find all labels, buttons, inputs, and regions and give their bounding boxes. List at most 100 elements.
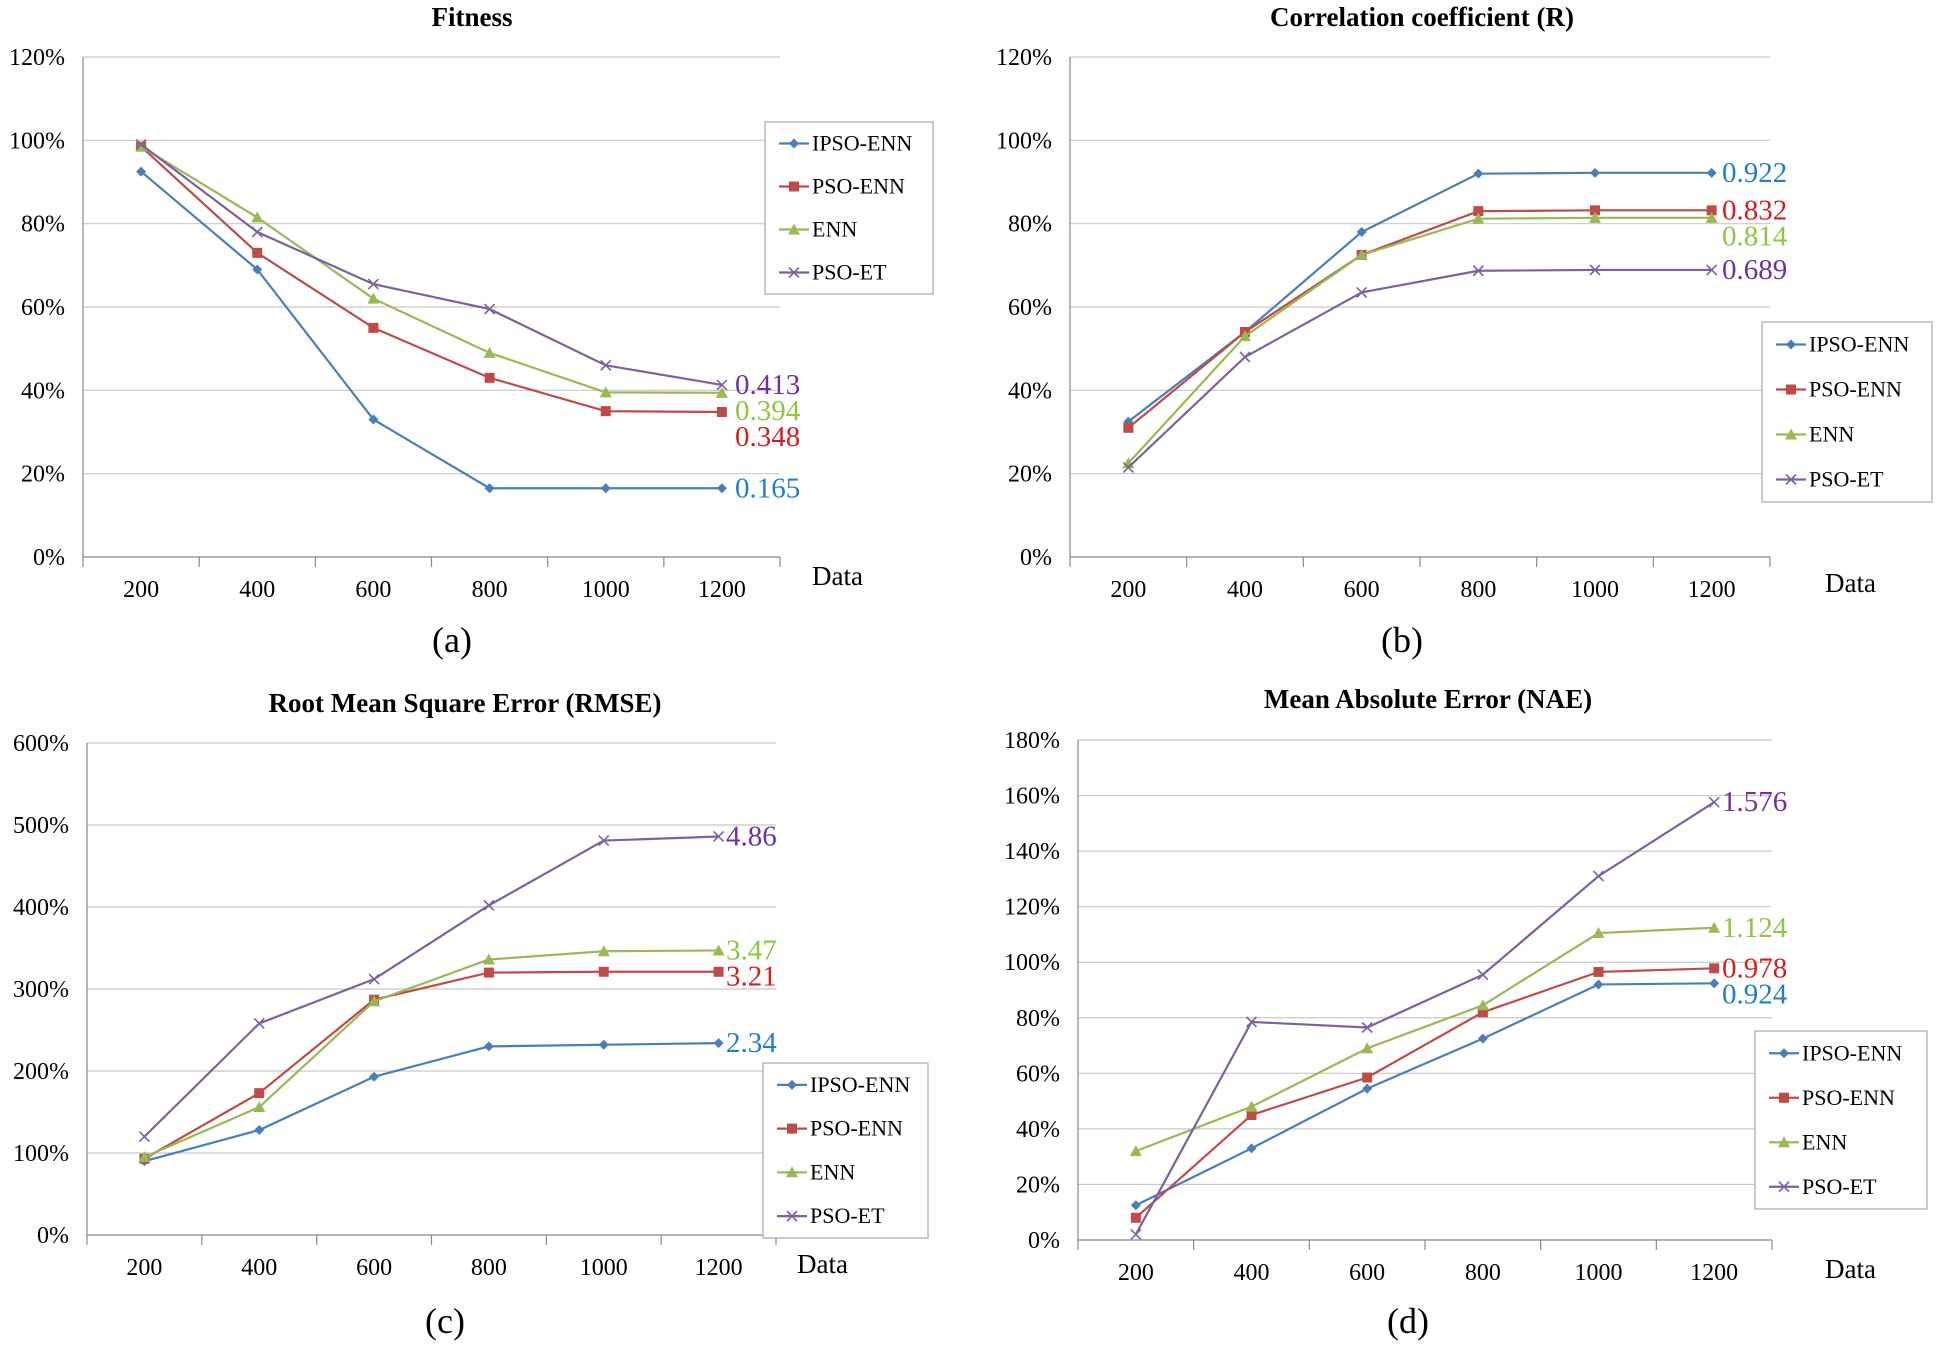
x-tick-label: 1200 xyxy=(698,577,746,603)
legend-box xyxy=(762,1062,929,1239)
x-tick-label: 400 xyxy=(239,577,275,603)
legend-marker-ipso-enn xyxy=(789,138,799,149)
data-point-pso-enn xyxy=(713,966,724,977)
data-point-ipso-enn xyxy=(1362,1083,1373,1094)
y-tick-label: 100% xyxy=(13,1141,69,1167)
legend-label: PSO-ENN xyxy=(812,174,905,199)
end-value-label: 0.814 xyxy=(1722,220,1788,252)
x-tick-label: 600 xyxy=(355,577,391,603)
end-value-label: 0.922 xyxy=(1722,157,1787,189)
legend-label: PSO-ET xyxy=(1809,467,1884,492)
end-value-label: 0.978 xyxy=(1722,952,1787,984)
data-point-pso-enn xyxy=(368,322,379,333)
series-line-pso-et xyxy=(140,143,723,387)
data-point-enn xyxy=(1705,211,1718,223)
legend-marker-pso-enn xyxy=(787,1123,797,1134)
data-point-ipso-enn xyxy=(1706,167,1717,178)
data-point-ipso-enn xyxy=(1246,1143,1257,1154)
legend-marker-enn xyxy=(786,1166,798,1178)
y-tick-label: 300% xyxy=(13,977,69,1003)
data-point-ipso-enn xyxy=(368,414,379,425)
data-point-pso-et xyxy=(598,835,610,847)
legend-label: PSO-ET xyxy=(810,1203,885,1228)
chart-panel-nae: Mean Absolute Error (NAE) 0% 20% 40% 60% 80% 1… xyxy=(970,683,1940,1366)
data-point-pso-et xyxy=(1245,1016,1258,1028)
data-point-pso-et xyxy=(1122,461,1134,473)
series-line-pso-enn xyxy=(143,970,719,1160)
x-axis-label: Data xyxy=(1825,568,1876,598)
data-point-ipso-enn xyxy=(484,483,495,494)
legend-label: PSO-ET xyxy=(812,260,887,285)
y-tick-label: 120% xyxy=(996,45,1052,71)
y-tick-label: 20% xyxy=(1016,1172,1060,1198)
x-tick-label: 600 xyxy=(1344,577,1380,603)
x-tick-label: 200 xyxy=(1110,577,1146,603)
data-point-ipso-enn xyxy=(136,166,147,177)
panel-caption: (c) xyxy=(425,1301,465,1341)
x-tick-label: 600 xyxy=(1349,1260,1385,1286)
data-point-pso-enn xyxy=(483,967,494,978)
x-tick-label: 1200 xyxy=(1688,577,1736,603)
chart-title: Root Mean Square Error (RMSE) xyxy=(269,688,662,718)
legend-marker-ipso-enn xyxy=(1786,339,1796,350)
end-value-label: 0.165 xyxy=(735,472,800,504)
data-point-enn xyxy=(483,346,496,358)
data-point-ipso-enn xyxy=(369,1071,380,1082)
x-tick-label: 800 xyxy=(1460,577,1496,603)
nae-chart: Mean Absolute Error (NAE) 0% 20% 40% 60% 80% 1… xyxy=(1004,684,1928,1341)
data-point-enn xyxy=(135,140,148,152)
data-point-ipso-enn xyxy=(598,1039,609,1050)
panel-caption: (a) xyxy=(432,620,472,660)
x-tick-label: 400 xyxy=(1227,577,1263,603)
data-point-ipso-enn xyxy=(483,1041,494,1052)
series-line-pso-et xyxy=(1134,801,1715,1235)
data-point-pso-enn xyxy=(252,247,263,258)
data-point-enn xyxy=(1708,921,1721,933)
data-point-pso-et xyxy=(1592,870,1605,882)
data-point-pso-enn xyxy=(1473,206,1484,217)
data-point-pso-et xyxy=(713,830,725,843)
x-tick-label: 1000 xyxy=(1575,1260,1623,1286)
data-point-enn xyxy=(251,211,264,223)
legend-label: IPSO-ENN xyxy=(1802,1040,1902,1065)
x-tick-label: 200 xyxy=(123,577,159,603)
end-value-label: 3.47 xyxy=(726,934,777,966)
x-tick-label: 1000 xyxy=(580,1255,628,1281)
data-point-pso-enn xyxy=(254,1088,265,1099)
data-point-enn xyxy=(1129,1145,1142,1157)
correlation-chart: Correlation coefficient (R) 0% 20% 40% 60% 80… xyxy=(996,2,1933,660)
data-point-pso-enn xyxy=(484,372,495,383)
data-point-ipso-enn xyxy=(252,264,263,275)
y-tick-label: 140% xyxy=(1004,839,1060,865)
data-point-pso-enn xyxy=(716,407,727,417)
legend-marker-ipso-enn xyxy=(787,1079,797,1090)
x-tick-label: 600 xyxy=(356,1255,392,1281)
series-line-enn xyxy=(140,145,722,394)
series-line-ipso-enn xyxy=(140,170,722,490)
y-tick-label: 80% xyxy=(21,212,65,238)
x-tick-label: 200 xyxy=(126,1255,162,1281)
data-point-pso-et xyxy=(368,973,380,985)
data-point-ipso-enn xyxy=(1477,1033,1488,1044)
data-point-enn xyxy=(1239,330,1251,342)
series-line-ipso-enn xyxy=(1135,982,1715,1207)
data-point-enn xyxy=(367,292,380,304)
end-value-label: 0.413 xyxy=(735,369,800,401)
legend-marker-pso-enn xyxy=(1786,384,1796,395)
legend-box xyxy=(764,121,934,295)
legend-label: IPSO-ENN xyxy=(1809,332,1909,357)
data-point-pso-et xyxy=(253,1017,265,1030)
x-tick-label: 800 xyxy=(472,577,508,603)
y-tick-label: 80% xyxy=(1016,1006,1060,1032)
x-tick-label: 400 xyxy=(1234,1260,1270,1286)
chart-panel-rmse: Root Mean Square Error (RMSE) 0% 100% 200% 3… xyxy=(0,683,970,1366)
data-point-pso-enn xyxy=(1130,1212,1141,1223)
series-line-enn xyxy=(1127,216,1712,464)
panel-caption: (d) xyxy=(1387,1301,1429,1341)
data-point-pso-et xyxy=(135,138,147,151)
data-point-pso-enn xyxy=(1709,963,1720,974)
end-value-label: 0.832 xyxy=(1722,194,1787,226)
data-point-enn xyxy=(712,944,725,956)
series-line-pso-et xyxy=(1127,268,1712,469)
end-value-label: 0.924 xyxy=(1722,978,1788,1010)
